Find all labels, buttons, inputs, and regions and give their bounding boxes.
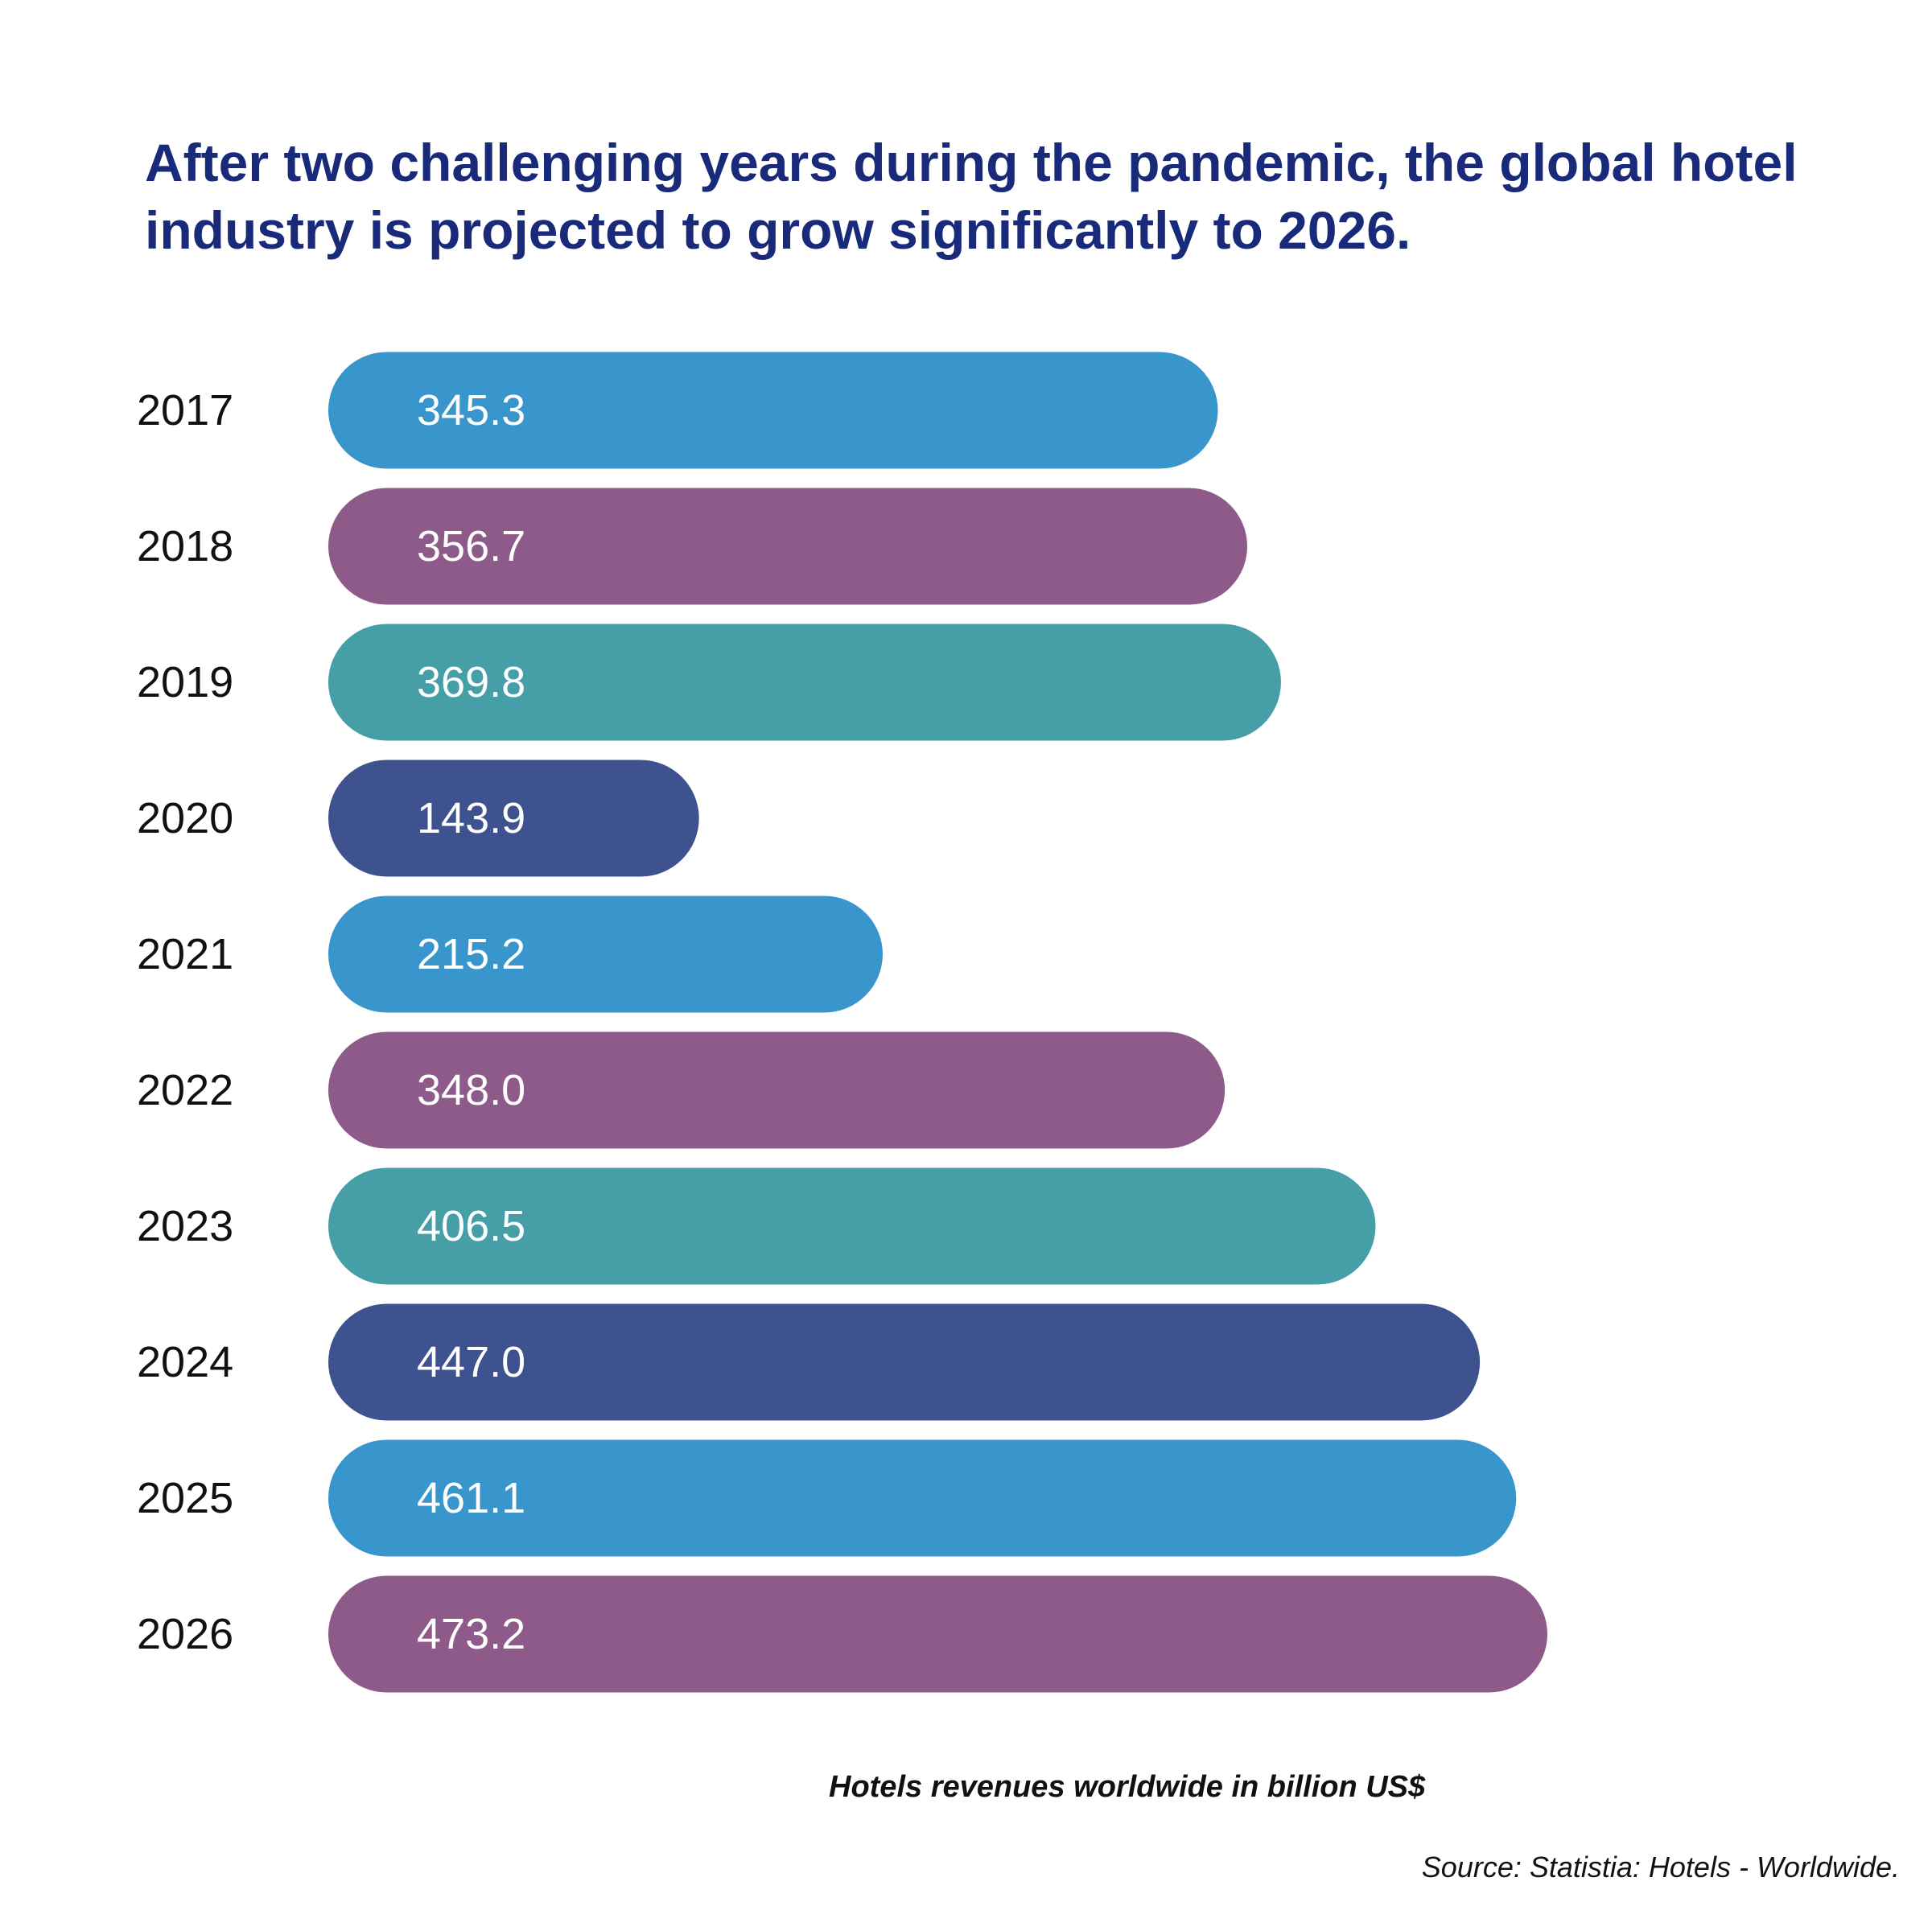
source-note: Source: Statistia: Hotels - Worldwide. — [1421, 1851, 1900, 1884]
category-label: 2024 — [137, 1338, 233, 1386]
data-label: 345.3 — [417, 386, 525, 434]
bar-row-2020: 2020 143.9 — [137, 760, 699, 877]
data-label: 369.8 — [417, 658, 525, 706]
bar — [328, 624, 1281, 741]
data-label: 143.9 — [417, 794, 525, 842]
bar-row-2023: 2023 406.5 — [137, 1167, 1376, 1285]
bar-row-2026: 2026 473.2 — [137, 1575, 1547, 1693]
data-label: 473.2 — [417, 1610, 525, 1658]
category-label: 2022 — [137, 1066, 233, 1114]
bar-row-2018: 2018 356.7 — [137, 488, 1248, 605]
data-label: 356.7 — [417, 522, 525, 570]
bar-row-2019: 2019 369.8 — [137, 624, 1281, 741]
bar — [328, 352, 1218, 469]
category-label: 2025 — [137, 1474, 233, 1522]
chart-caption: Hotels revenues worldwide in billion US$ — [829, 1770, 1426, 1804]
category-label: 2020 — [137, 794, 233, 842]
category-label: 2026 — [137, 1610, 233, 1658]
category-label: 2018 — [137, 522, 233, 570]
data-label: 406.5 — [417, 1202, 525, 1250]
data-label: 461.1 — [417, 1474, 525, 1522]
bar-row-2017: 2017 345.3 — [137, 352, 1218, 469]
category-label: 2021 — [137, 930, 233, 978]
bar — [328, 1439, 1517, 1557]
bar — [328, 1167, 1376, 1285]
bar-row-2024: 2024 447.0 — [137, 1303, 1481, 1421]
category-label: 2019 — [137, 658, 233, 706]
bar-row-2022: 2022 348.0 — [137, 1031, 1226, 1149]
bar-row-2025: 2025 461.1 — [137, 1439, 1517, 1557]
bar — [328, 488, 1248, 605]
category-label: 2023 — [137, 1202, 233, 1250]
bar — [328, 1303, 1481, 1421]
bar — [328, 1031, 1226, 1149]
bar — [328, 760, 699, 877]
bar — [328, 896, 883, 1013]
data-label: 447.0 — [417, 1338, 525, 1386]
bar-row-2021: 2021 215.2 — [137, 896, 883, 1013]
chart-title: After two challenging years during the p… — [145, 133, 1798, 260]
data-label: 348.0 — [417, 1066, 525, 1114]
data-label: 215.2 — [417, 930, 525, 978]
category-label: 2017 — [137, 386, 233, 434]
bar — [328, 1575, 1547, 1693]
